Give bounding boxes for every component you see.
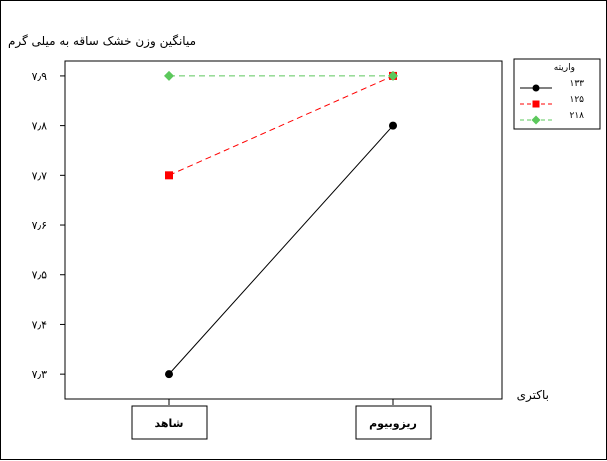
x-category-label: شاهد (155, 417, 184, 430)
data-point (389, 121, 397, 130)
legend: واریته ۱۳۳ ۱۲۵ ۲۱۸ (513, 58, 601, 130)
y-tick-label: ۷٫۸ (32, 120, 47, 133)
y-tick-label: ۷٫۴ (32, 318, 47, 331)
plot-area (64, 60, 503, 400)
y-tick-label: ۷٫۳ (32, 368, 47, 381)
series-layer (164, 70, 398, 379)
y-axis: ۷٫۳ ۷٫۴ ۷٫۵ ۷٫۶ ۷٫۷ ۷٫۸ ۷٫۹ (32, 70, 65, 381)
legend-marker (532, 100, 540, 108)
chart-title: میانگین وزن خشک ساقه به میلی گرم (8, 34, 196, 49)
legend-label: ۱۲۵ (569, 95, 584, 105)
legend-marker (532, 84, 540, 92)
legend-title: واریته (554, 63, 575, 73)
data-point (164, 70, 174, 81)
x-axis: شاهد ریزوبیوم (131, 399, 432, 440)
series-line (168, 75, 394, 176)
data-point (165, 370, 173, 379)
legend-label: ۱۳۳ (569, 79, 584, 89)
y-tick-label: ۷٫۵ (32, 269, 47, 282)
data-point (388, 70, 398, 81)
x-category-box (355, 405, 432, 440)
x-category-label: ریزوبیوم (369, 417, 417, 430)
legend-box (513, 58, 601, 130)
y-tick-label: ۷٫۶ (32, 219, 47, 232)
x-axis-label: باکتری (517, 388, 549, 403)
legend-label: ۲۱۸ (569, 111, 584, 121)
y-tick-label: ۷٫۷ (32, 169, 47, 182)
x-category-box (131, 405, 208, 440)
data-point (165, 171, 173, 180)
legend-marker (531, 115, 541, 125)
y-tick-label: ۷٫۹ (32, 70, 47, 83)
series-line (168, 125, 394, 375)
